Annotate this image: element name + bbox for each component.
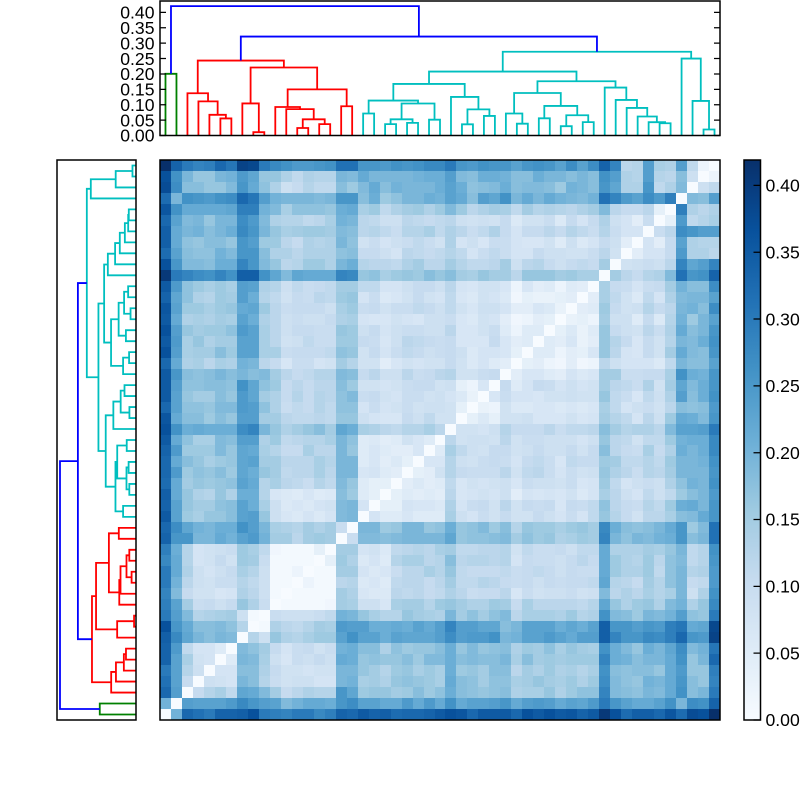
svg-text:0.35: 0.35 (766, 242, 800, 262)
svg-text:0.10: 0.10 (766, 577, 800, 597)
svg-text:0.25: 0.25 (766, 376, 800, 396)
svg-text:0.15: 0.15 (120, 80, 154, 100)
svg-text:0.25: 0.25 (120, 49, 154, 69)
svg-text:0.40: 0.40 (120, 3, 154, 23)
svg-text:0.15: 0.15 (766, 510, 800, 530)
svg-text:0.35: 0.35 (120, 18, 154, 38)
svg-text:0.30: 0.30 (766, 309, 800, 329)
svg-text:0.20: 0.20 (120, 64, 154, 84)
svg-text:0.05: 0.05 (120, 110, 154, 130)
svg-text:0.20: 0.20 (766, 443, 800, 463)
svg-text:0.40: 0.40 (766, 176, 800, 196)
svg-text:0.00: 0.00 (120, 126, 154, 146)
svg-text:0.30: 0.30 (120, 33, 154, 53)
svg-text:0.00: 0.00 (766, 710, 800, 730)
svg-text:0.05: 0.05 (766, 643, 800, 663)
svg-text:0.10: 0.10 (120, 95, 154, 115)
